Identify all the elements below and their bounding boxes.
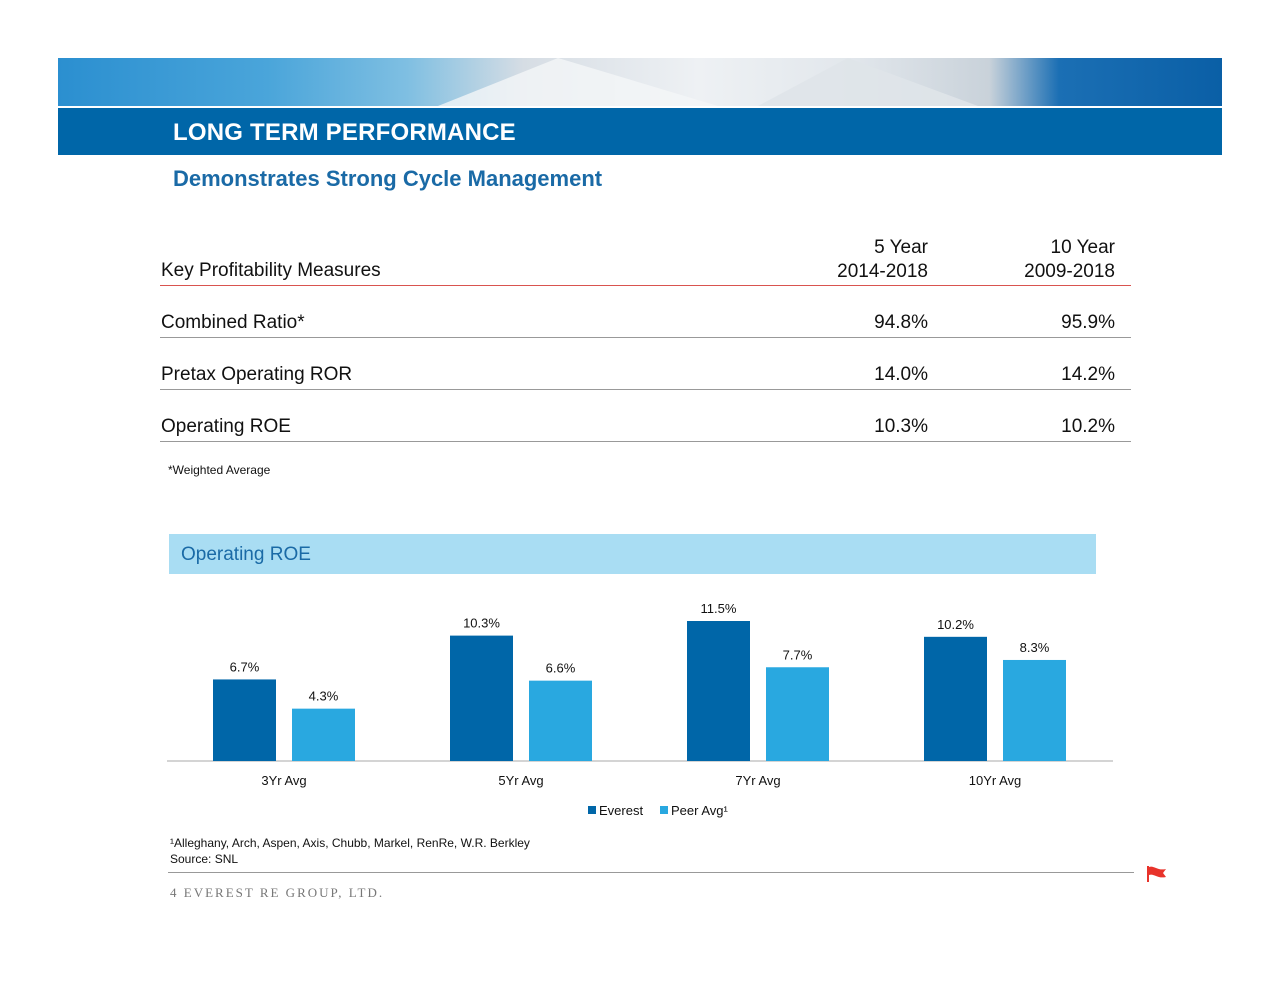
table-header-10-year: 10 Year 2009-2018: [1024, 236, 1115, 284]
peer-bar: [766, 667, 829, 761]
chart-title: Operating ROE: [181, 544, 311, 565]
legend-label: Everest: [599, 803, 643, 818]
banner-iceberg-shape: [438, 58, 718, 106]
everest-bar: [450, 635, 513, 761]
legend-label: Peer Avg¹: [671, 803, 729, 818]
profitability-table: Key Profitability Measures 5 Year 2014-2…: [160, 232, 1131, 442]
footer: 4 EVEREST RE GROUP, LTD.: [170, 885, 384, 901]
table-row: Operating ROE 10.3% 10.2%: [160, 390, 1131, 442]
table-row: Combined Ratio* 94.8% 95.9%: [160, 286, 1131, 338]
legend-swatch: [660, 806, 668, 814]
peer-bar: [1003, 659, 1066, 761]
x-tick-label: 7Yr Avg: [735, 773, 780, 788]
row-value-10-year: 10.2%: [1061, 416, 1115, 437]
everest-bar: [924, 636, 987, 761]
chart-footnotes: ¹Alleghany, Arch, Aspen, Axis, Chubb, Ma…: [170, 835, 530, 867]
row-label: Combined Ratio*: [161, 312, 305, 333]
everest-bar: [213, 679, 276, 761]
x-tick-label: 10Yr Avg: [969, 773, 1022, 788]
operating-roe-chart: 6.7% 4.3% 3Yr Avg 10.3% 6.6% 5Yr Avg 11.5% 7.7%…: [167, 601, 1113, 818]
banner-iceberg-shape: [758, 58, 978, 106]
chart-header: Operating ROE: [169, 534, 1096, 574]
row-value-10-year: 95.9%: [1061, 312, 1115, 333]
legend-swatch: [588, 806, 596, 814]
table-header-10-year-title: 10 Year: [1050, 237, 1115, 258]
row-value-5-year: 14.0%: [874, 364, 928, 385]
table-footnote: *Weighted Average: [168, 463, 271, 477]
peer-bar: [529, 680, 592, 761]
row-label: Pretax Operating ROR: [161, 364, 353, 385]
header-banner-image: [58, 58, 1222, 106]
table-header-5-year: 5 Year 2014-2018: [837, 236, 928, 284]
data-label: 7.7%: [783, 647, 813, 662]
data-label: 10.2%: [937, 617, 974, 632]
data-label: 6.6%: [546, 661, 576, 676]
row-label: Operating ROE: [161, 416, 291, 437]
x-tick-label: 3Yr Avg: [261, 773, 306, 788]
data-label: 8.3%: [1020, 640, 1050, 655]
table-header-5-year-range: 2014-2018: [837, 261, 928, 282]
company-name: EVEREST RE GROUP, LTD.: [183, 885, 385, 900]
x-tick-label: 5Yr Avg: [498, 773, 543, 788]
table-row: Pretax Operating ROR 14.0% 14.2%: [160, 338, 1131, 390]
table-header: Key Profitability Measures 5 Year 2014-2…: [160, 232, 1131, 286]
row-value-10-year: 14.2%: [1061, 364, 1115, 385]
row-value-5-year: 94.8%: [874, 312, 928, 333]
page-number: 4: [170, 885, 179, 900]
data-label: 11.5%: [701, 601, 737, 616]
row-value-5-year: 10.3%: [874, 416, 928, 437]
everest-bar: [687, 621, 750, 761]
title-bar: LONG TERM PERFORMANCE: [58, 108, 1222, 155]
flag-icon: [1147, 866, 1166, 882]
peer-footnote: ¹Alleghany, Arch, Aspen, Axis, Chubb, Ma…: [170, 836, 530, 850]
page-title: LONG TERM PERFORMANCE: [173, 119, 516, 146]
source-footnote: Source: SNL: [170, 852, 239, 866]
page-subtitle: Demonstrates Strong Cycle Management: [173, 166, 603, 191]
footer-divider: [168, 872, 1134, 873]
data-label: 10.3%: [463, 616, 500, 631]
table-header-10-year-range: 2009-2018: [1024, 261, 1115, 282]
table-header-5-year-title: 5 Year: [874, 237, 928, 258]
data-label: 6.7%: [230, 659, 260, 674]
data-label: 4.3%: [309, 689, 339, 704]
peer-bar: [292, 708, 355, 761]
table-header-label: Key Profitability Measures: [161, 260, 381, 281]
